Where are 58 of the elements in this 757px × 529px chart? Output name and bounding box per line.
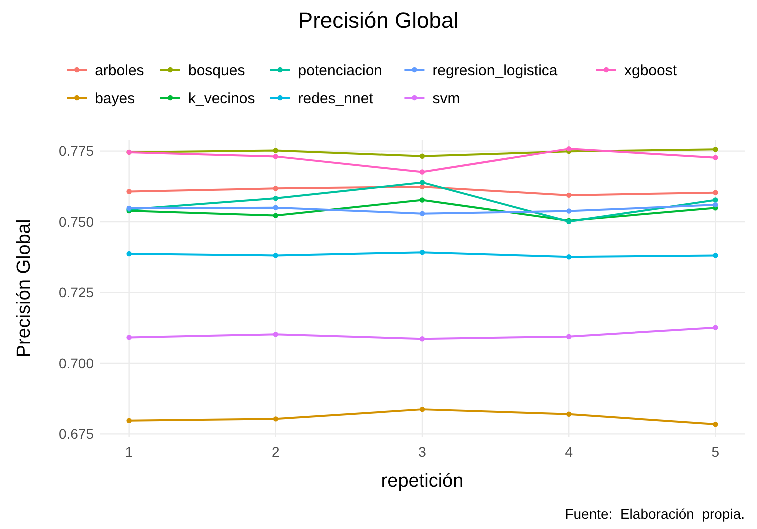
point	[420, 180, 426, 186]
point	[126, 335, 132, 340]
y-tick-label: 0.700	[58, 355, 94, 372]
y-tick-label: 0.675	[58, 426, 94, 442]
point	[420, 198, 426, 203]
point	[713, 325, 718, 330]
y-axis-title: Precisión Global	[14, 219, 35, 358]
point	[713, 202, 718, 208]
point	[273, 205, 279, 210]
legend-label: svm	[432, 90, 460, 108]
point	[420, 336, 426, 342]
point	[273, 186, 279, 192]
legend-label: regresion_logistica	[432, 62, 558, 80]
point	[273, 253, 279, 258]
point	[273, 416, 279, 422]
y-tick-label: 0.750	[58, 214, 94, 230]
x-tick-label: 5	[712, 444, 720, 460]
point	[420, 211, 426, 216]
legend-label: k_vecinos	[188, 90, 256, 108]
x-tick-label: 2	[272, 444, 280, 460]
point	[126, 189, 132, 194]
x-tick-label: 3	[418, 444, 427, 460]
legend-label: bayes	[95, 90, 136, 108]
legend-label: redes_nnet	[298, 90, 374, 108]
x-tick-label: 4	[565, 444, 574, 460]
point	[126, 251, 132, 257]
x-tick-label: 1	[125, 444, 134, 460]
point	[273, 196, 279, 202]
point	[713, 147, 718, 152]
point	[713, 253, 718, 258]
point	[420, 250, 426, 256]
point	[566, 192, 572, 198]
legend-label: bosques	[188, 62, 246, 80]
point	[273, 332, 279, 338]
point	[566, 208, 572, 214]
point	[420, 154, 426, 160]
point	[713, 190, 718, 196]
chart-title: Precisión Global	[298, 8, 459, 33]
point	[273, 213, 279, 218]
point	[566, 412, 572, 417]
point	[713, 198, 718, 203]
y-tick-label: 0.775	[58, 143, 94, 160]
point	[420, 406, 426, 412]
y-tick-label: 0.725	[58, 284, 94, 301]
legend-label: arboles	[95, 62, 144, 80]
x-axis-title: repetición	[381, 471, 464, 492]
point	[273, 148, 279, 154]
source-note: Fuente: Elaboración propia.	[565, 506, 745, 522]
point	[420, 170, 426, 175]
point	[273, 154, 279, 160]
point	[713, 155, 718, 160]
point	[566, 254, 572, 260]
point	[566, 334, 572, 340]
legend-label: potenciacion	[298, 62, 383, 80]
point	[126, 418, 132, 424]
point	[713, 422, 718, 428]
point	[566, 146, 572, 152]
legend-label: xgboost	[624, 62, 678, 80]
